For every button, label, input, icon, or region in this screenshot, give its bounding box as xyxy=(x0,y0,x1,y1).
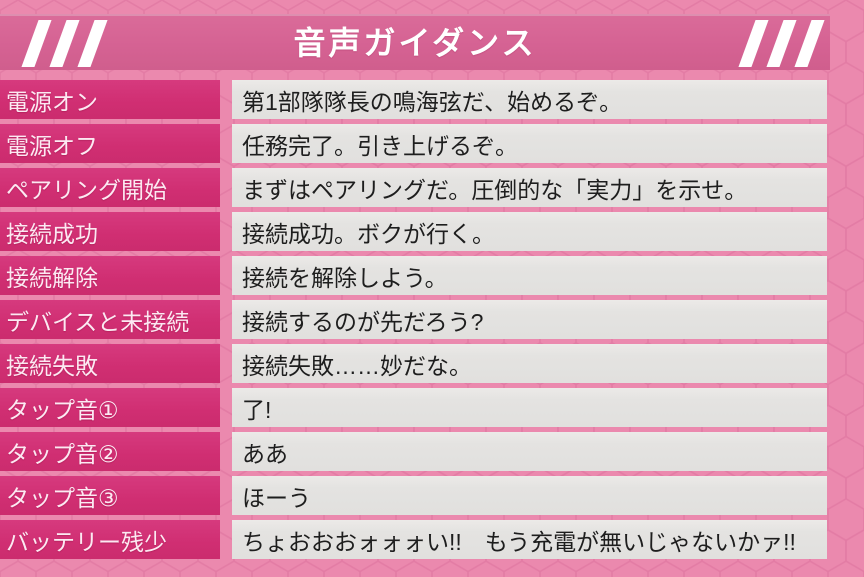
triple-slash-icon xyxy=(21,20,108,67)
trigger-label: 電源オン xyxy=(0,80,220,119)
slash-mark-icon xyxy=(738,20,769,67)
voice-line: まずはペアリングだ。圧倒的な「実力」を示せ。 xyxy=(232,168,827,207)
trigger-label: バッテリー残少 xyxy=(0,520,220,559)
slash-mark-icon xyxy=(77,20,108,67)
table-row: 接続解除 接続を解除しよう。 xyxy=(0,256,827,295)
trigger-label: タップ音② xyxy=(0,432,220,471)
table-row: デバイスと未接続 接続するのが先だろう? xyxy=(0,300,827,339)
trigger-label: タップ音① xyxy=(0,388,220,427)
table-row: 電源オン 第1部隊隊長の鳴海弦だ、始めるぞ。 xyxy=(0,80,827,119)
slash-mark-icon xyxy=(794,20,825,67)
slash-mark-icon xyxy=(766,20,797,67)
table-row: 接続成功 接続成功。ボクが行く。 xyxy=(0,212,827,251)
table-row: タップ音① 了! xyxy=(0,388,827,427)
slash-mark-icon xyxy=(49,20,80,67)
table-row: ペアリング開始 まずはペアリングだ。圧倒的な「実力」を示せ。 xyxy=(0,168,827,207)
trigger-label: 接続失敗 xyxy=(0,344,220,383)
trigger-label: 接続成功 xyxy=(0,212,220,251)
voice-line: 了! xyxy=(232,388,827,427)
table-row: タップ音② ああ xyxy=(0,432,827,471)
voice-line: ほーう xyxy=(232,476,827,515)
triple-slash-icon xyxy=(738,20,825,67)
trigger-label: 電源オフ xyxy=(0,124,220,163)
table-row: バッテリー残少 ちょおおおォォォい!! もう充電が無いじゃないかァ!! xyxy=(0,520,827,559)
header-band: 音声ガイダンス xyxy=(0,14,830,70)
trigger-label: ペアリング開始 xyxy=(0,168,220,207)
table-row: 接続失敗 接続失敗……妙だな。 xyxy=(0,344,827,383)
voice-line: 接続するのが先だろう? xyxy=(232,300,827,339)
table-row: タップ音③ ほーう xyxy=(0,476,827,515)
voice-line: 第1部隊隊長の鳴海弦だ、始めるぞ。 xyxy=(232,80,827,119)
page-title: 音声ガイダンス xyxy=(293,25,537,61)
trigger-label: 接続解除 xyxy=(0,256,220,295)
voice-guidance-table: 電源オン 第1部隊隊長の鳴海弦だ、始めるぞ。 電源オフ 任務完了。引き上げるぞ。… xyxy=(0,80,827,559)
voice-line: ちょおおおォォォい!! もう充電が無いじゃないかァ!! xyxy=(232,520,827,559)
voice-line: 接続を解除しよう。 xyxy=(232,256,827,295)
table-row: 電源オフ 任務完了。引き上げるぞ。 xyxy=(0,124,827,163)
slash-mark-icon xyxy=(21,20,52,67)
voice-line: 任務完了。引き上げるぞ。 xyxy=(232,124,827,163)
trigger-label: タップ音③ xyxy=(0,476,220,515)
voice-line: 接続失敗……妙だな。 xyxy=(232,344,827,383)
voice-line: 接続成功。ボクが行く。 xyxy=(232,212,827,251)
voice-line: ああ xyxy=(232,432,827,471)
trigger-label: デバイスと未接続 xyxy=(0,300,220,339)
